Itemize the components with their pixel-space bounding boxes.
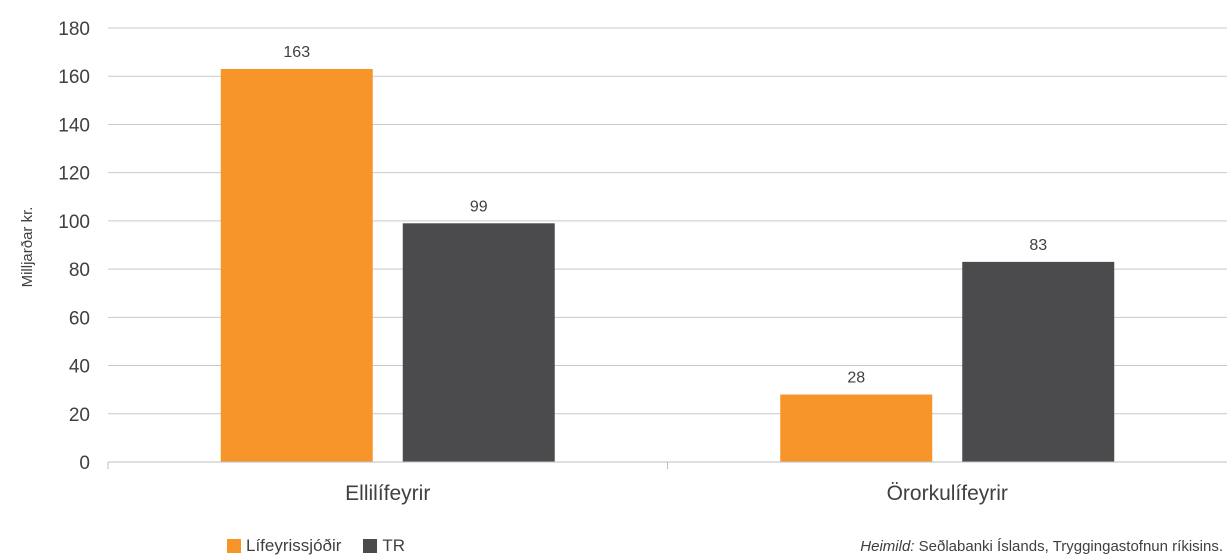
bar [780, 394, 933, 462]
legend-item-tr: TR [363, 536, 405, 556]
y-tick-label: 80 [69, 260, 90, 281]
y-tick-label: 100 [58, 212, 90, 233]
x-axis-categories: Ellilífeyrir Örorkulífeyrir [107, 462, 1008, 505]
data-label: 163 [283, 44, 310, 61]
legend: Lífeyrissjóðir TR [227, 536, 405, 556]
y-tick-label: 60 [69, 308, 90, 329]
bar-chart: 0 20 40 60 80 100 120 140 160 180 163 99 28 83 Ellil… [19, 19, 1227, 505]
legend-label-tr: TR [382, 536, 406, 555]
y-axis-ticks: 0 20 40 60 80 100 120 140 160 180 [58, 19, 90, 474]
source-text: Seðlabanki Íslands, Tryggingastofnun rík… [918, 538, 1223, 555]
bar [962, 261, 1115, 462]
y-tick-label: 180 [58, 19, 90, 40]
data-label: 28 [847, 369, 865, 386]
legend-item-lifeyrissjodir: Lífeyrissjóðir [227, 536, 341, 556]
category-label: Ellilífeyrir [345, 482, 430, 505]
y-axis-label: Milljarðar kr. [19, 207, 36, 288]
y-tick-label: 20 [69, 405, 90, 426]
data-label: 83 [1029, 237, 1047, 254]
data-labels: 163 99 28 83 [283, 44, 1047, 387]
source-note: Heimild: Seðlabanki Íslands, Tryggingast… [860, 538, 1223, 555]
data-label: 99 [470, 198, 488, 215]
bar [402, 223, 555, 462]
category-label: Örorkulífeyrir [887, 482, 1008, 505]
legend-swatch-lifeyrissjodir [227, 539, 241, 553]
y-tick-label: 160 [58, 67, 90, 88]
legend-swatch-tr [363, 539, 378, 553]
bar [220, 68, 373, 462]
y-tick-label: 120 [58, 164, 90, 185]
y-tick-label: 0 [79, 453, 90, 474]
bars [220, 68, 1115, 462]
y-tick-label: 40 [69, 357, 90, 378]
legend-label-lifeyrissjodir: Lífeyrissjóðir [246, 536, 342, 555]
y-tick-label: 140 [58, 115, 90, 136]
source-prefix: Heimild: [860, 538, 915, 555]
